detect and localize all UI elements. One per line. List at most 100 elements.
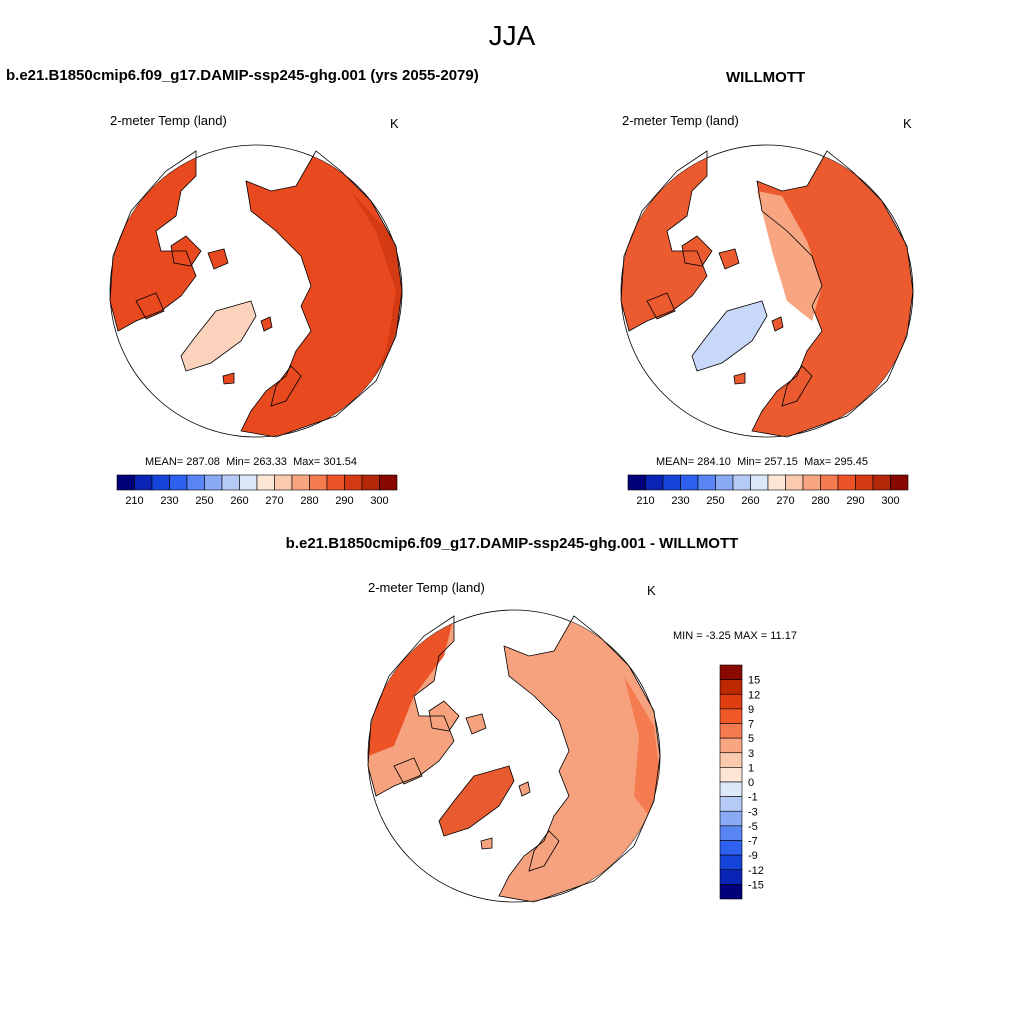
obs-panel-title: WILLMOTT <box>726 69 806 86</box>
difference-colorbar-tick-label: -15 <box>748 879 764 891</box>
obs-colorbar-swatch <box>645 474 664 491</box>
model-stats: MEAN= 287.08 Min= 263.33 Max= 301.54 <box>145 456 357 468</box>
model-greenland-fill <box>181 301 256 371</box>
obs-colorbar-tick-label: 210 <box>636 495 654 507</box>
difference-colorbar-tick-label: -9 <box>748 850 758 862</box>
obs-min-value: 257.15 <box>764 456 798 468</box>
model-max-value: 301.54 <box>323 456 357 468</box>
model-polar-map <box>109 144 403 438</box>
obs-colorbar-swatch <box>890 474 909 491</box>
obs-colorbar-swatch <box>680 474 699 491</box>
model-min-value: 263.33 <box>253 456 287 468</box>
obs-mean-label: MEAN= <box>656 456 695 468</box>
model-colorbar-swatch <box>361 474 380 491</box>
model-east-siberia-fill <box>351 191 402 391</box>
obs-max-label: Max= <box>804 456 832 468</box>
difference-max-value: 11.17 <box>770 630 797 642</box>
difference-colorbar-tick-label: 15 <box>748 675 760 687</box>
obs-colorbar-tick-label: 270 <box>776 495 794 507</box>
model-variable-label: 2-meter Temp (land) <box>110 113 227 128</box>
difference-colorbar-swatch <box>719 854 743 871</box>
difference-max-label: MAX = <box>733 630 768 642</box>
difference-variable-label: 2-meter Temp (land) <box>368 580 485 595</box>
difference-colorbar-swatch <box>719 664 743 680</box>
obs-max-value: 295.45 <box>834 456 868 468</box>
model-colorbar-swatch <box>379 474 398 491</box>
obs-colorbar-swatch <box>732 474 751 491</box>
model-colorbar-swatch <box>134 474 153 491</box>
obs-colorbar-swatch <box>855 474 874 491</box>
obs-min-label: Min= <box>737 456 762 468</box>
difference-colorbar-swatch <box>719 693 743 710</box>
difference-colorbar-swatch <box>719 723 743 739</box>
obs-colorbar-tick-label: 290 <box>846 495 864 507</box>
model-colorbar-tick-label: 300 <box>370 495 388 507</box>
obs-colorbar-tick-label: 260 <box>741 495 759 507</box>
difference-colorbar: 15 12 9 7 5 3 1 0 -1 -3 -5 -7 -9 -12 -15 <box>719 664 764 900</box>
difference-colorbar-swatch <box>719 810 743 827</box>
difference-colorbar-tick-label: 12 <box>748 689 760 701</box>
obs-units-label: K <box>903 116 912 131</box>
obs-greenland-fill <box>692 301 767 371</box>
model-colorbar-tick-label: 260 <box>230 495 248 507</box>
model-panel-title: b.e21.B1850cmip6.f09_g17.DAMIP-ssp245-gh… <box>6 67 479 84</box>
difference-colorbar-swatch <box>719 825 743 841</box>
obs-colorbar-tick-label: 300 <box>881 495 899 507</box>
difference-colorbar-tick-label: -7 <box>748 836 758 848</box>
model-colorbar-swatch <box>344 474 363 491</box>
obs-mean-value: 284.10 <box>697 456 731 468</box>
difference-min-label: MIN = <box>673 630 703 642</box>
model-colorbar-swatch <box>239 474 258 491</box>
model-min-label: Min= <box>226 456 251 468</box>
difference-greenland-fill <box>439 766 514 836</box>
difference-colorbar-swatch <box>719 840 743 856</box>
difference-colorbar-swatch <box>719 884 743 900</box>
difference-colorbar-tick-label: -5 <box>748 821 758 833</box>
difference-colorbar-swatch <box>719 752 743 768</box>
model-colorbar-swatch <box>151 474 170 491</box>
difference-colorbar-tick-label: 0 <box>748 777 754 789</box>
model-colorbar-tick-label: 230 <box>160 495 178 507</box>
model-colorbar-swatch <box>186 474 205 491</box>
model-units-label: K <box>390 116 399 131</box>
model-colorbar-tick-label: 290 <box>335 495 353 507</box>
obs-colorbar: 210 230 250 260 270 280 290 300 <box>627 474 909 507</box>
difference-colorbar-swatch <box>719 767 743 783</box>
difference-colorbar-swatch <box>719 781 743 797</box>
model-max-label: Max= <box>293 456 321 468</box>
difference-colorbar-tick-label: 3 <box>748 748 754 760</box>
difference-colorbar-tick-label: -1 <box>748 792 758 804</box>
difference-minmax: MIN = -3.25 MAX = 11.17 <box>673 630 797 642</box>
difference-panel-title: b.e21.B1850cmip6.f09_g17.DAMIP-ssp245-gh… <box>285 535 739 552</box>
model-colorbar-swatch <box>309 474 328 491</box>
difference-colorbar-tick-label: -3 <box>748 806 758 818</box>
model-mean-label: MEAN= <box>145 456 184 468</box>
model-colorbar-swatch <box>291 474 310 491</box>
difference-colorbar-tick-label: 9 <box>748 704 754 716</box>
obs-colorbar-swatch <box>872 474 891 491</box>
model-mean-value: 287.08 <box>186 456 220 468</box>
figure-title: JJA <box>488 20 536 51</box>
obs-colorbar-swatch <box>662 474 681 491</box>
model-colorbar-swatch <box>221 474 240 491</box>
difference-colorbar-tick-label: 1 <box>748 762 754 774</box>
difference-colorbar-swatch <box>719 737 743 754</box>
model-colorbar-swatch <box>326 474 345 491</box>
obs-colorbar-tick-label: 280 <box>811 495 829 507</box>
obs-colorbar-swatch <box>697 474 716 491</box>
model-colorbar-tick-label: 280 <box>300 495 318 507</box>
model-colorbar-tick-label: 210 <box>125 495 143 507</box>
obs-colorbar-swatch <box>767 474 786 491</box>
difference-polar-map <box>367 609 661 903</box>
obs-colorbar-swatch <box>750 474 769 491</box>
difference-colorbar-swatch <box>719 869 743 885</box>
model-colorbar-swatch <box>256 474 275 491</box>
obs-colorbar-swatch <box>802 474 821 491</box>
model-colorbar: 210 230 250 260 270 280 290 300 <box>116 474 398 507</box>
obs-colorbar-swatch <box>715 474 734 491</box>
difference-min-value: -3.25 <box>705 630 731 642</box>
difference-colorbar-tick-label: 5 <box>748 733 754 745</box>
model-colorbar-swatch <box>274 474 293 491</box>
difference-colorbar-swatch <box>719 708 743 724</box>
